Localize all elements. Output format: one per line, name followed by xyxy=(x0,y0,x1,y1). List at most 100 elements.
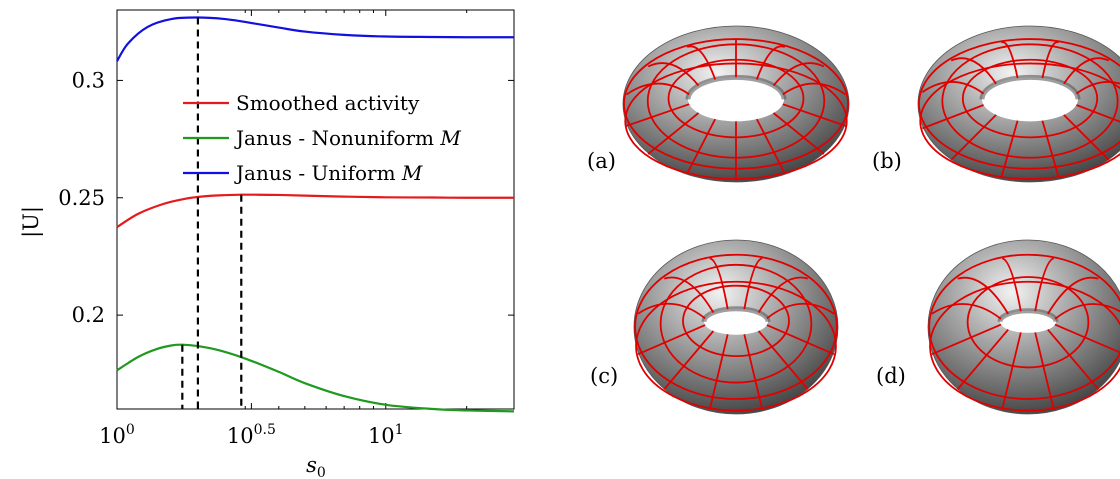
torus-meridian xyxy=(1041,41,1060,79)
torus-hole-shadow xyxy=(979,74,1081,100)
torus-hole xyxy=(982,77,1078,122)
chart: 100 100.5 101 0.20.250.3 s0 |U| Smoothed a… xyxy=(19,9,515,479)
torus-parallel xyxy=(961,58,1099,139)
torus-meridian xyxy=(1001,257,1022,312)
torus-meridian xyxy=(625,82,690,96)
x-tick-labels: 100 100.5 101 xyxy=(99,422,403,448)
series-line-2 xyxy=(116,343,515,413)
peak-markers xyxy=(181,17,243,409)
legend-label-3: Janus - Uniform M xyxy=(234,161,423,185)
torus-meridian xyxy=(1000,41,1019,79)
panel-label-2: (b) xyxy=(872,149,902,173)
torus-meridian xyxy=(957,276,1009,315)
torus-meridian xyxy=(921,81,985,95)
panel-label-1: (a) xyxy=(587,149,616,173)
torus-parallel xyxy=(941,43,1119,159)
torus-meridian xyxy=(1041,120,1060,179)
torus-hole-shadow xyxy=(997,308,1059,323)
torus-parallel xyxy=(682,284,790,358)
torus-meridian xyxy=(647,112,700,155)
torus-meridian xyxy=(772,62,825,87)
torus-meridian xyxy=(1034,257,1055,312)
torus-parallel xyxy=(928,253,1120,400)
torus-equator xyxy=(919,62,1120,180)
torus-meridian xyxy=(1076,104,1120,123)
torus-meridian xyxy=(637,302,706,320)
legend-label-1: Smoothed activity xyxy=(236,91,420,115)
x-tick-base: 10 xyxy=(368,424,395,448)
torus-meridian xyxy=(931,303,1002,320)
series-layer xyxy=(116,16,515,413)
y-axis-label: |U| xyxy=(19,206,44,238)
panel-label-4: (d) xyxy=(876,364,906,388)
torus-parallel xyxy=(634,253,838,400)
torus-panel-2: (b) xyxy=(872,25,1120,183)
x-tick-label: 101 xyxy=(368,422,404,448)
torus-meridian xyxy=(743,257,763,310)
torus-parallel xyxy=(659,263,813,384)
torus-meridian xyxy=(663,276,715,314)
torus-parallel xyxy=(918,38,1120,170)
torus-equator xyxy=(635,280,837,412)
torus-meridian xyxy=(922,104,984,130)
torus-meridian xyxy=(663,330,715,390)
plot-frame xyxy=(116,9,515,410)
torus-parallel xyxy=(966,276,1090,369)
x-tick-exponent: 0 xyxy=(126,422,135,438)
torus-meridian xyxy=(772,112,825,155)
torus-meridian xyxy=(757,330,809,390)
torus-meridian xyxy=(1047,329,1100,390)
legend: Smoothed activity Janus - Nonuniform M Jan… xyxy=(183,91,461,185)
torus-meridian xyxy=(709,257,729,310)
legend-label-text: Janus - Uniform xyxy=(234,161,402,185)
x-axis-label-subscript: 0 xyxy=(317,465,326,479)
torus-meridian xyxy=(956,329,1009,390)
torus-meridian xyxy=(647,62,700,87)
torus-meridian xyxy=(1001,332,1022,410)
legend-label-math: M xyxy=(401,161,423,185)
x-tick-label: 100 xyxy=(99,422,135,448)
y-tick-label: 0.3 xyxy=(72,68,105,92)
torus-meridian xyxy=(1000,120,1019,179)
torus-meridian xyxy=(626,103,690,127)
torus-meridian xyxy=(686,118,717,174)
torus-meridian xyxy=(755,118,786,174)
axis-ticks xyxy=(116,10,515,409)
torus-meridian xyxy=(782,103,846,127)
series-line-1 xyxy=(116,193,515,229)
torus-meridian xyxy=(637,324,706,356)
torus-meridian xyxy=(950,57,997,85)
torus-equator xyxy=(929,280,1120,412)
torus-meridian xyxy=(1054,303,1120,320)
torus-meridian xyxy=(931,323,1002,356)
torus-meridian xyxy=(1063,57,1110,85)
torus-hole-shadow xyxy=(701,306,771,323)
torus-meridian xyxy=(755,45,786,80)
x-tick-label: 100.5 xyxy=(227,422,276,448)
torus-meridian xyxy=(766,302,835,320)
torus-meridian xyxy=(743,334,764,410)
x-tick-exponent: 1 xyxy=(395,422,404,438)
legend-label-math: M xyxy=(439,126,461,150)
torus-hole xyxy=(704,308,768,335)
torus-meridian xyxy=(766,324,835,356)
torus-panel-1: (a) xyxy=(587,25,850,183)
torus-meridian xyxy=(757,276,809,314)
torus-panel-3: (c) xyxy=(590,239,839,415)
legend-label-2: Janus - Nonuniform M xyxy=(234,126,461,150)
torus-meridian xyxy=(782,82,847,96)
torus-meridian xyxy=(950,114,997,161)
torus-meridian xyxy=(686,45,717,80)
x-tick-exponent: 0.5 xyxy=(254,422,276,438)
y-tick-labels: 0.2 0.25 0.3 xyxy=(58,68,105,327)
torus-meridian xyxy=(1063,114,1110,161)
torus-panels: (a) (b) (c) (d) xyxy=(587,25,1120,415)
torus-meridian xyxy=(1075,81,1120,95)
torus-meridian xyxy=(1034,332,1055,410)
series-line-3 xyxy=(116,16,515,62)
x-tick-base: 10 xyxy=(227,424,254,448)
torus-meridian xyxy=(1047,276,1099,315)
torus-hole xyxy=(1000,310,1056,333)
x-axis-label: s0 xyxy=(306,453,326,479)
